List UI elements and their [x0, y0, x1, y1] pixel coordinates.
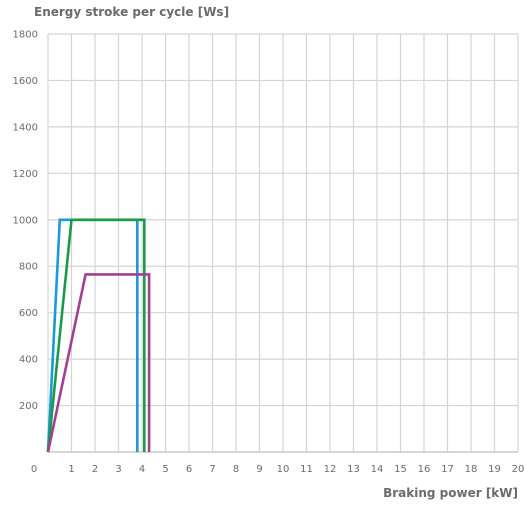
x-axis-title: Braking power [kW] [383, 486, 518, 500]
x-tick-label: 17 [441, 464, 454, 475]
series-line-2 [46, 218, 146, 453]
series-line-3 [46, 273, 151, 453]
data-series [46, 218, 151, 453]
x-tick-label: 2 [92, 464, 98, 475]
y-tick-label: 400 [19, 355, 38, 366]
x-tick-label: 18 [465, 464, 478, 475]
x-tick-label: 19 [488, 464, 501, 475]
y-tick-label: 1800 [13, 30, 38, 41]
x-tick-label: 8 [233, 464, 239, 475]
x-tick-label: 9 [256, 464, 262, 475]
y-tick-label: 1600 [13, 76, 38, 87]
x-tick-label: 20 [512, 464, 524, 475]
x-tick-label: 14 [371, 464, 384, 475]
x-tick-label: 5 [162, 464, 168, 475]
y-tick-label: 600 [19, 308, 38, 319]
x-tick-label: 16 [418, 464, 431, 475]
x-tick-label: 10 [277, 464, 290, 475]
x-tick-labels: 0 1 2 3 4 5 6 7 8 9 10 11 12 13 14 15 16 17 18 19 20 [31, 464, 524, 475]
y-tick-label: 1200 [13, 169, 38, 180]
x-tick-label: 15 [394, 464, 407, 475]
grid [47, 33, 519, 453]
y-axis-title: Energy stroke per cycle [Ws] [34, 5, 229, 19]
x-tick-label: 4 [139, 464, 145, 475]
y-tick-label: 1400 [13, 122, 38, 133]
x-tick-label: 12 [324, 464, 337, 475]
x-tick-label: 1 [68, 464, 74, 475]
y-tick-label: 200 [19, 401, 38, 412]
x-tick-label: 3 [115, 464, 121, 475]
x-tick-label: 0 [31, 464, 37, 475]
x-tick-label: 11 [300, 464, 313, 475]
x-tick-label: 6 [186, 464, 192, 475]
series-line-1 [46, 218, 139, 453]
x-tick-label: 7 [209, 464, 215, 475]
y-tick-label: 1000 [13, 215, 38, 226]
y-tick-label: 800 [19, 262, 38, 273]
y-tick-labels: 200 400 600 800 1000 1200 1400 1600 1800 [13, 30, 38, 413]
x-tick-label: 13 [347, 464, 360, 475]
